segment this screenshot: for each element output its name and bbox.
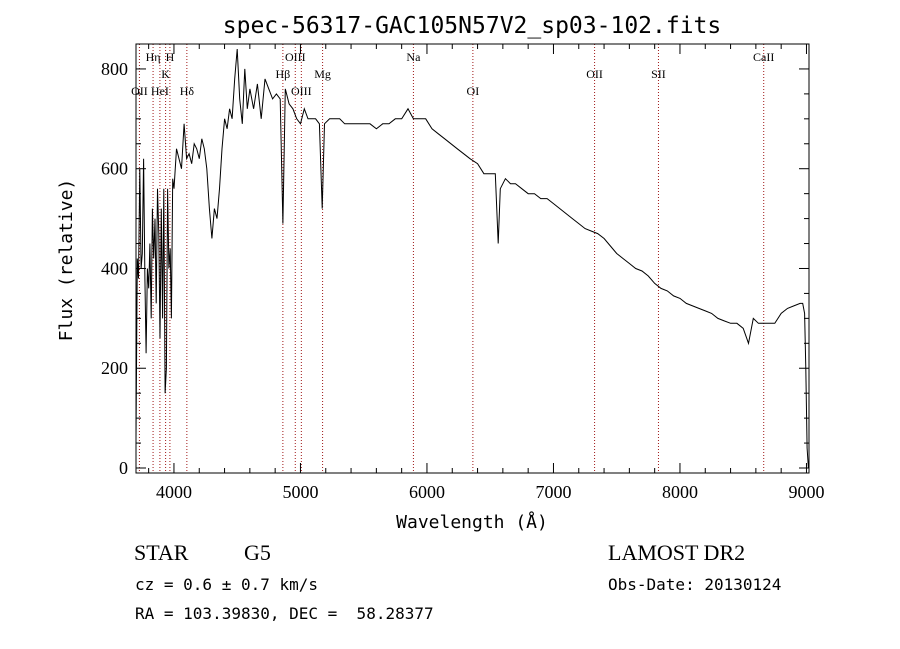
x-tick-label-5: 9000 — [788, 482, 824, 502]
line-label-6: Hβ — [275, 67, 290, 81]
x-tick-label-0: 4000 — [156, 482, 192, 502]
y-axis: 0 200 400 600 800 — [101, 59, 809, 478]
line-label-11: OI — [467, 84, 480, 98]
object-subclass: G5 — [244, 540, 271, 565]
x-axis-label: Wavelength (Å) — [396, 511, 548, 533]
x-tick-label-4: 8000 — [662, 482, 698, 502]
spectrum-line — [135, 48, 809, 469]
line-label-8: OIII — [291, 84, 312, 98]
x-tick-label-3: 7000 — [535, 482, 571, 502]
line-label-10: Na — [406, 50, 421, 64]
line-label-12: OII — [586, 67, 603, 81]
line-label-2: HeI — [151, 84, 169, 98]
y-tick-label-3: 600 — [101, 159, 128, 179]
line-label-5: Hδ — [180, 84, 195, 98]
line-label-1: Hη — [146, 50, 161, 64]
line-label-14: CaII — [753, 50, 774, 64]
object-class: STAR — [134, 540, 189, 565]
y-tick-label-2: 400 — [101, 258, 128, 278]
plot-frame — [135, 43, 810, 474]
chart-title: spec-56317-GAC105N57V2_sp03-102.fits — [223, 13, 722, 39]
y-tick-label-1: 200 — [101, 358, 128, 378]
line-label-0: OII — [131, 84, 148, 98]
x-tick-label-2: 6000 — [409, 482, 445, 502]
x-tick-label-1: 5000 — [282, 482, 318, 502]
line-label-7: OIII — [285, 50, 306, 64]
observation-date: Obs-Date: 20130124 — [608, 575, 782, 594]
y-tick-label-4: 800 — [101, 59, 128, 79]
redshift-cz: cz = 0.6 ± 0.7 km/s — [135, 575, 319, 594]
line-label-4: H — [166, 50, 175, 64]
line-label-9: Mg — [314, 67, 331, 81]
line-label-3: K — [161, 67, 170, 81]
coordinates-radec: RA = 103.39830, DEC = 58.28377 — [135, 604, 434, 623]
y-tick-label-0: 0 — [119, 458, 128, 478]
x-axis: 4000 5000 6000 7000 8000 9000 — [148, 44, 824, 502]
line-label-13: SII — [651, 67, 666, 81]
y-axis-label: Flux (relative) — [56, 179, 77, 342]
survey-name: LAMOST DR2 — [608, 540, 746, 565]
